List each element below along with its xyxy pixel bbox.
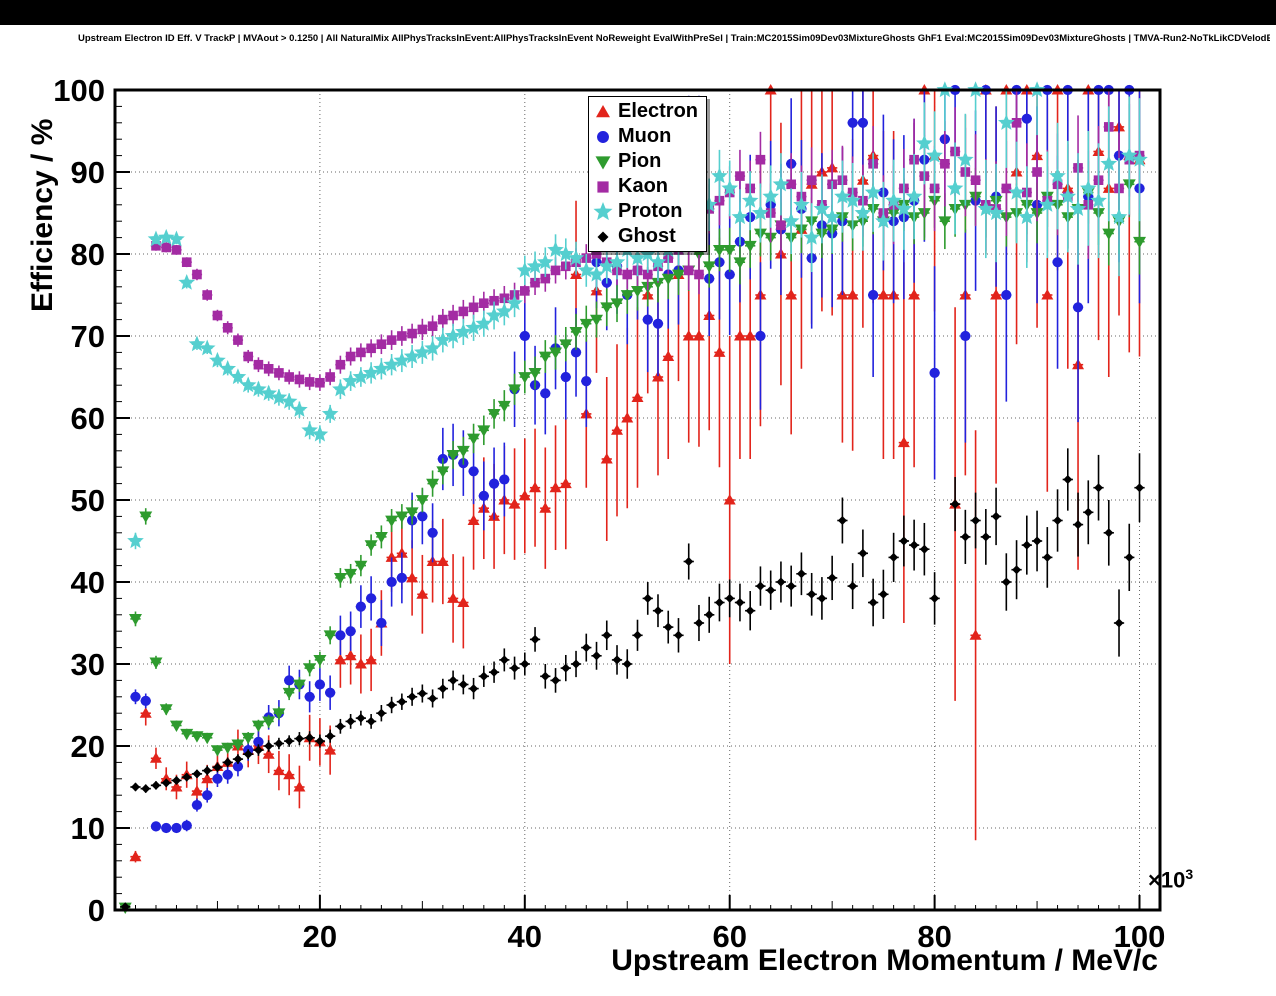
- legend-label: Proton: [618, 200, 683, 222]
- svg-text:90: 90: [71, 155, 105, 190]
- x-axis-label: Upstream Electron Momentum / MeV/c: [611, 944, 1158, 977]
- svg-text:100: 100: [1114, 919, 1166, 954]
- legend-label: Kaon: [618, 175, 668, 197]
- legend-label: Ghost: [618, 225, 676, 247]
- circle-marker-icon: [597, 130, 609, 143]
- plot-title: Upstream Electron ID Eff. V TrackP | MVA…: [78, 33, 1270, 44]
- svg-text:70: 70: [71, 319, 105, 354]
- diamond-marker-icon: [597, 231, 609, 242]
- svg-text:80: 80: [71, 237, 105, 272]
- square-marker-icon: [597, 180, 609, 193]
- svg-text:40: 40: [508, 919, 542, 954]
- series-pion: [118, 151, 1147, 915]
- x-axis-multiplier: ×103: [1148, 866, 1193, 893]
- legend-box: Electron Muon Pion Kaon Proton Ghost: [588, 96, 708, 252]
- x-mult-exponent: 3: [1185, 866, 1194, 882]
- legend-label: Muon: [618, 125, 672, 147]
- legend-item-pion: Pion: [593, 149, 698, 174]
- svg-text:50: 50: [71, 483, 105, 518]
- legend-item-electron: Electron: [593, 99, 698, 124]
- svg-text:10: 10: [71, 811, 105, 846]
- series-proton: [127, 81, 1148, 550]
- triangle-down-marker-icon: [595, 155, 611, 169]
- legend-label: Electron: [618, 100, 699, 122]
- svg-text:80: 80: [917, 919, 951, 954]
- svg-text:0: 0: [88, 893, 105, 928]
- svg-text:30: 30: [71, 647, 105, 682]
- triangle-up-marker-icon: [596, 104, 610, 117]
- svg-text:20: 20: [71, 729, 105, 764]
- legend-item-kaon: Kaon: [593, 174, 698, 199]
- svg-text:60: 60: [71, 401, 105, 436]
- svg-text:60: 60: [712, 919, 746, 954]
- y-axis-label: Efficiency / %: [26, 118, 59, 312]
- svg-text:40: 40: [71, 565, 105, 600]
- x-mult-base: ×10: [1148, 867, 1186, 893]
- svg-text:100: 100: [53, 73, 105, 108]
- series-ghost: [120, 448, 1145, 912]
- legend-item-proton: Proton: [593, 199, 698, 224]
- svg-text:20: 20: [303, 919, 337, 954]
- legend-item-ghost: Ghost: [593, 224, 698, 249]
- window-top-bar: [0, 0, 1276, 25]
- legend-item-muon: Muon: [593, 124, 698, 149]
- legend-label: Pion: [618, 150, 662, 172]
- star-marker-icon: [593, 201, 613, 220]
